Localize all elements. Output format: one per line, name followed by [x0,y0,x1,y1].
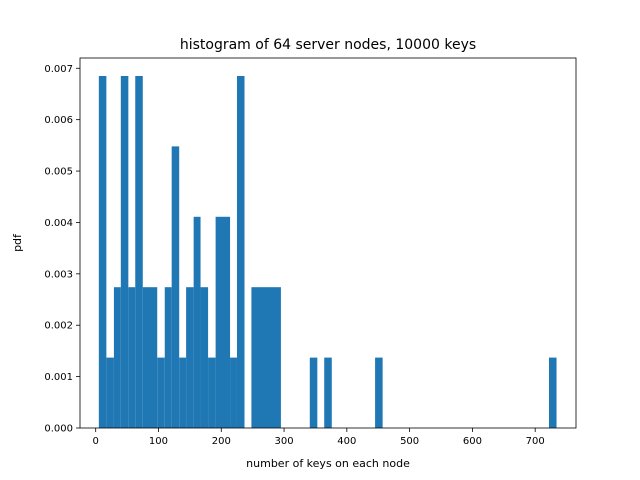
x-tick-label-5: 500 [400,436,419,447]
histogram-bar-10 [179,357,187,428]
histogram-bar-21 [375,357,383,428]
plot-frame [79,57,577,429]
histogram-bar-6 [142,287,158,428]
x-tick-label-6: 600 [463,436,482,447]
y-tick-label-7: 0.007 [44,64,73,75]
histogram-bar-12 [193,216,201,428]
y-axis-label: pdf [11,233,24,252]
histogram-bar-20 [324,357,332,428]
bars-group [98,75,557,428]
histogram-bar-13 [200,287,209,428]
y-tick-label-3: 0.003 [44,269,73,280]
x-axis-ticks: 0 100 200 300 400 500 600 700 [93,428,545,447]
histogram-bar-14 [208,357,216,428]
histogram-bar-18 [251,287,281,428]
histogram-bar-1 [106,357,114,428]
y-tick-label-0: 0.000 [44,424,73,435]
x-tick-label-3: 300 [275,436,294,447]
histogram-bar-8 [164,287,172,428]
histogram-bar-9 [171,146,180,428]
y-tick-label-6: 0.006 [44,115,73,126]
x-axis-label: number of keys on each node [246,457,410,470]
y-tick-label-4: 0.004 [44,218,73,229]
histogram-bar-0 [98,75,107,428]
histogram-bar-17 [236,75,245,428]
x-tick-label-0: 0 [93,436,99,447]
y-axis-ticks: 0.000 0.001 0.002 0.003 0.004 0.005 0.006 0.007 [44,64,80,435]
y-tick-label-2: 0.002 [44,321,73,332]
histogram-bar-15 [215,216,231,428]
y-tick-label-5: 0.005 [44,167,73,178]
histogram-bar-16 [230,357,237,428]
histogram-bar-2 [113,287,121,428]
histogram-bar-11 [186,287,194,428]
histogram-bar-5 [135,75,143,428]
histogram-bar-4 [128,287,136,428]
chart-title: histogram of 64 server nodes, 10000 keys [180,37,476,53]
x-tick-label-1: 100 [149,436,168,447]
x-tick-label-2: 200 [212,436,231,447]
histogram-bar-3 [120,75,129,428]
x-tick-label-7: 700 [526,436,545,447]
y-tick-label-1: 0.001 [44,372,73,383]
x-tick-label-4: 400 [337,436,356,447]
histogram-bar-7 [157,357,165,428]
histogram-bar-22 [549,357,557,428]
histogram-bar-19 [309,357,318,428]
